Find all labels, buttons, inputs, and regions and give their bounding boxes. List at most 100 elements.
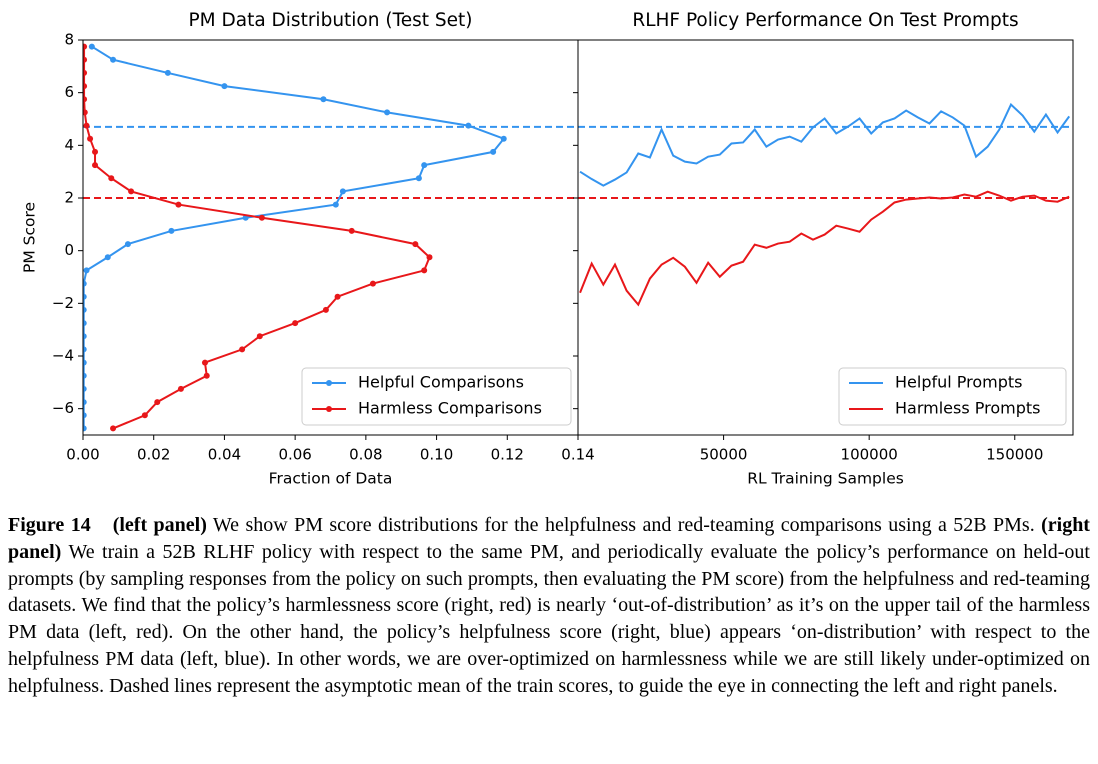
point [421,162,428,169]
point [175,201,182,208]
point [83,359,87,366]
point [128,188,135,195]
point [384,109,391,116]
point [83,320,87,327]
point [83,346,87,353]
y-tick-label: 2 [64,189,74,207]
legend-label: Harmless Comparisons [358,399,542,418]
y-tick-label: −4 [52,347,74,365]
point [490,148,497,155]
point [108,175,115,182]
caption-bold: (left panel) [112,514,207,536]
legend-box [301,367,572,426]
plot-area [578,102,1073,307]
point [87,135,94,142]
point [92,162,99,169]
y-tick-label: 6 [64,83,74,101]
point [110,56,117,63]
point [124,241,131,248]
point [426,254,433,261]
chart-title: RLHF Policy Performance On Test Prompts [632,10,1018,31]
point [83,425,87,432]
point [334,293,341,300]
point [83,306,87,313]
y-tick-label: 8 [64,31,74,49]
point [201,359,208,366]
point [141,412,148,419]
x-axis-label: RL Training Samples [747,470,904,488]
chart-title: PM Data Distribution (Test Set) [189,10,473,31]
x-tick-label: 50000 [700,446,748,464]
caption-text: We train a 52B RLHF policy with respect … [8,540,1090,697]
point [83,69,88,76]
point [256,333,263,340]
legend-label: Harmless Prompts [895,399,1041,418]
caption-text: We show PM score distributions for the h… [206,514,1042,536]
point [83,280,87,287]
x-tick-label: 0.12 [491,446,524,464]
legend-marker [326,406,332,412]
point [83,109,88,116]
point [83,293,87,300]
point [104,254,111,261]
point [292,320,299,327]
point [168,227,175,234]
point [110,425,117,432]
x-tick-label: 0.08 [349,446,382,464]
x-tick-label: 0.04 [208,446,241,464]
point [258,214,265,221]
figure-label: Figure 14 [8,514,91,536]
point [154,399,161,406]
point [369,280,376,287]
axes-frame [577,39,1074,436]
point [412,241,419,248]
y-axis-label: PM Score [21,202,39,273]
legend-box [838,367,1067,426]
point [83,96,88,103]
legend-label: Helpful Prompts [895,373,1023,392]
point [83,412,87,419]
plot-area [83,43,578,432]
point [83,333,87,340]
point [339,188,346,195]
y-tick-label: −2 [52,294,74,312]
point [221,83,228,90]
point [83,399,87,406]
point [83,83,88,90]
point [500,135,507,142]
x-tick-label: 0.06 [278,446,311,464]
point [92,148,99,155]
series-line [579,190,1070,307]
point [322,306,329,313]
x-tick-label: 0.10 [420,446,453,464]
point [203,372,210,379]
point [465,122,472,129]
x-tick-label: 150000 [986,446,1043,464]
x-tick-label: 0.02 [137,446,170,464]
point [177,385,184,392]
point [83,56,88,63]
y-tick-label: −6 [52,399,74,417]
legend-marker [326,380,332,386]
caption-bold: (right panel) [8,514,1090,563]
figure: PM Data Distribution (Test Set) Fraction … [21,10,1074,488]
x-tick-label: 0.00 [66,446,99,464]
y-tick-label: 0 [64,241,74,259]
point [83,267,90,274]
x-axis-label: Fraction of Data [269,470,393,488]
point [88,43,95,50]
x-tick-label: 0.14 [561,446,594,464]
point [83,385,87,392]
y-tick-label: 4 [64,136,74,154]
point [421,267,428,274]
point [348,227,355,234]
point [83,372,87,379]
point [239,346,246,353]
point [83,122,90,129]
point [320,96,327,103]
caption: Figure 14 (left panel) We show PM score d… [8,512,1090,700]
point [415,175,422,182]
point [332,201,339,208]
series-line [579,102,1071,187]
